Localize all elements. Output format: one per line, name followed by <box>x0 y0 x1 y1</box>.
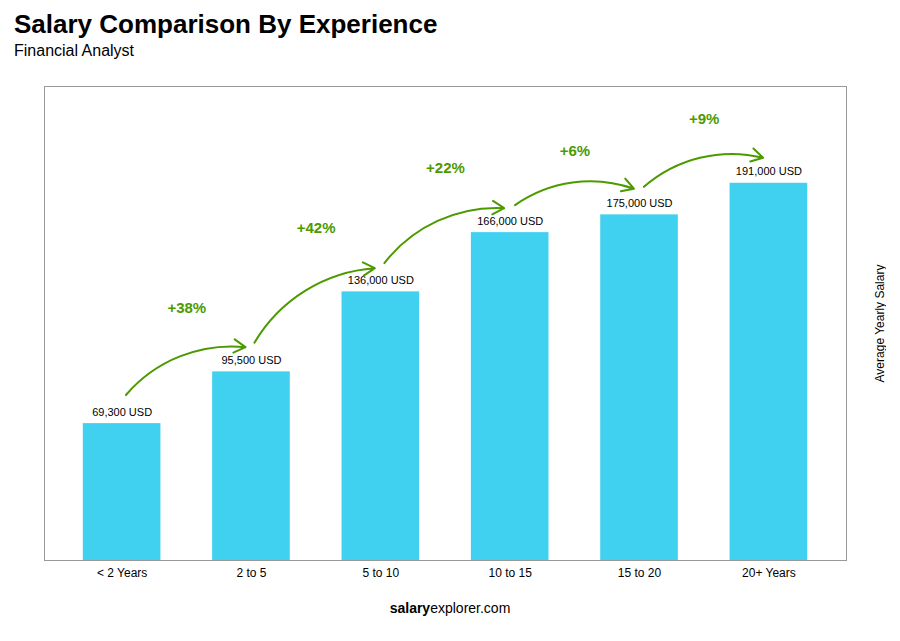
svg-text:95,500 USD: 95,500 USD <box>221 354 281 366</box>
svg-text:5 to 10: 5 to 10 <box>362 566 399 580</box>
svg-text:Average Yearly Salary: Average Yearly Salary <box>873 265 887 383</box>
svg-text:10 to 15: 10 to 15 <box>488 566 532 580</box>
svg-text:69,300 USD: 69,300 USD <box>92 406 152 418</box>
svg-text:2 to 5: 2 to 5 <box>236 566 266 580</box>
html-text:Salary Comparison By Experienc: Salary Comparison By Experience <box>14 9 438 39</box>
html-text:Financial Analyst: Financial Analyst <box>14 42 135 59</box>
svg-text:+6%: +6% <box>560 142 590 159</box>
svg-text:+9%: +9% <box>689 110 719 127</box>
svg-text:+22%: +22% <box>426 159 465 176</box>
svg-text:175,000 USD: 175,000 USD <box>607 197 673 209</box>
svg-text:15 to 20: 15 to 20 <box>618 566 662 580</box>
svg-text:20+ Years: 20+ Years <box>742 566 796 580</box>
svg-text:+38%: +38% <box>167 299 206 316</box>
html-text:salary explorer.com: salary explorer.com <box>389 600 511 616</box>
svg-text:< 2 Years: < 2 Years <box>97 566 147 580</box>
svg-text:191,000 USD: 191,000 USD <box>736 165 802 177</box>
svg-text:+42%: +42% <box>297 219 336 236</box>
svg-text:136,000 USD: 136,000 USD <box>348 274 414 286</box>
svg-text:166,000 USD: 166,000 USD <box>477 215 543 227</box>
